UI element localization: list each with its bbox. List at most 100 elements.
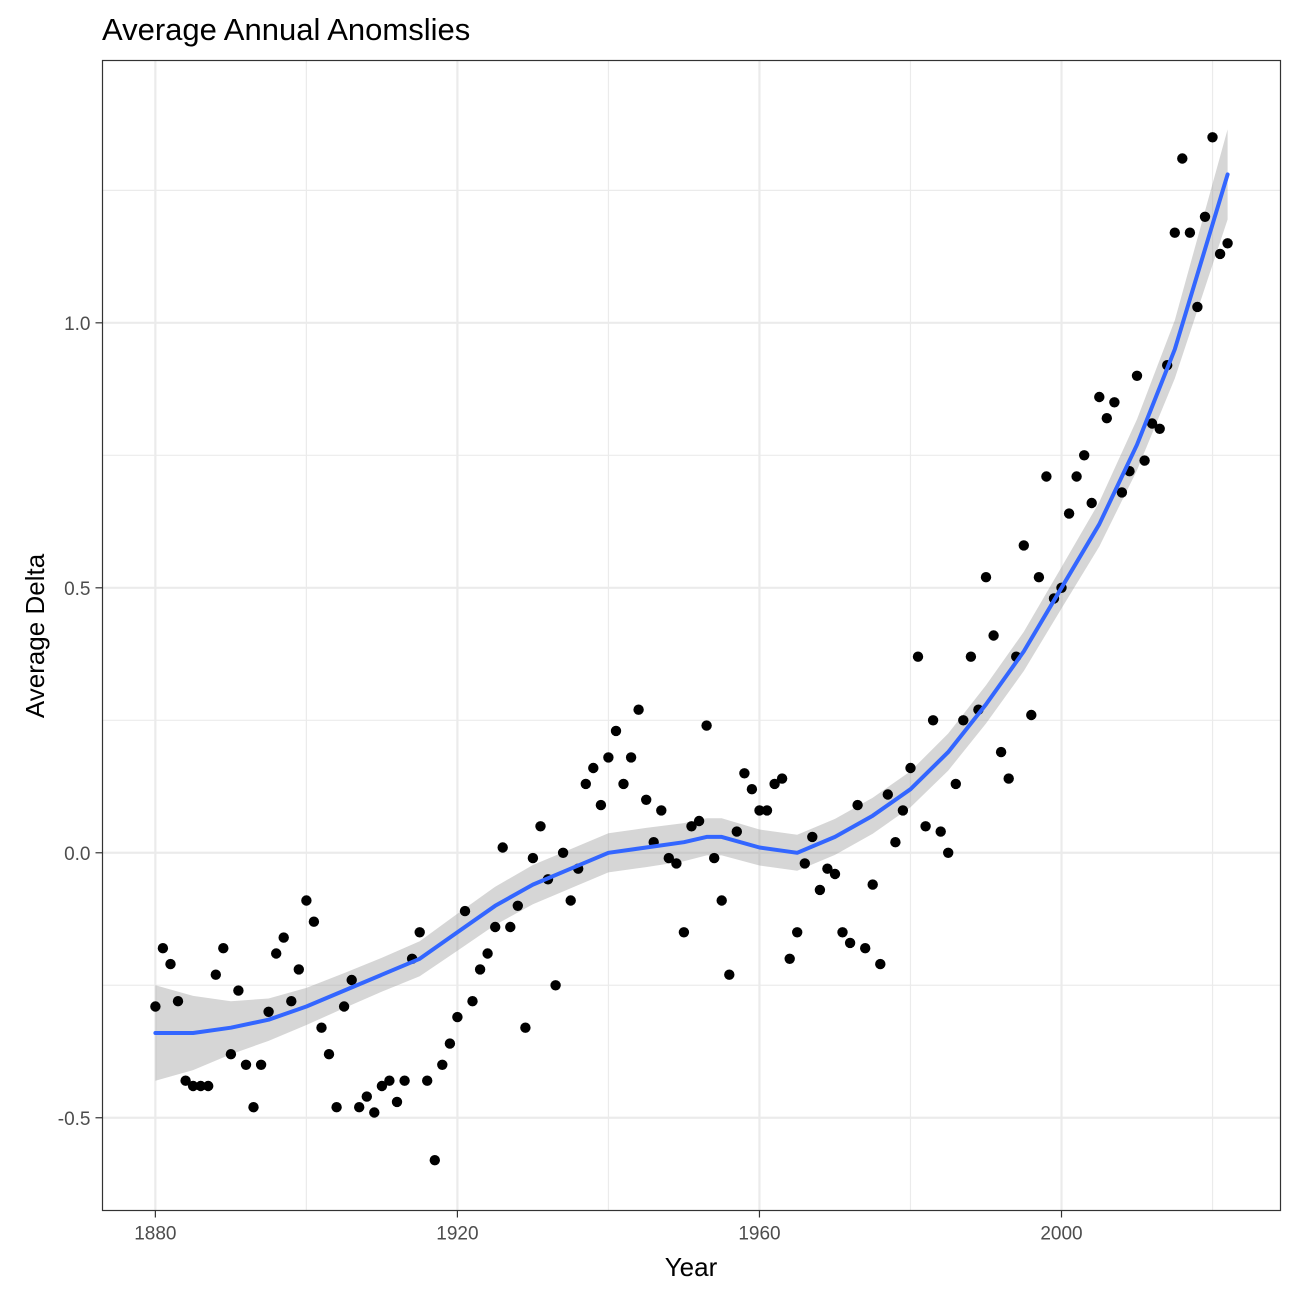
- x-tick-label: 1960: [738, 1224, 780, 1245]
- data-point: [943, 847, 954, 858]
- x-tick-label: 1880: [134, 1224, 176, 1245]
- x-tick-label: 2000: [1040, 1224, 1082, 1245]
- data-point: [807, 831, 818, 843]
- data-point: [784, 953, 795, 964]
- data-point: [490, 921, 501, 933]
- data-point: [512, 900, 523, 911]
- data-point: [422, 1075, 433, 1086]
- data-point: [776, 773, 788, 784]
- data-point: [995, 746, 1007, 758]
- data-point: [467, 996, 478, 1007]
- data-point: [301, 895, 312, 906]
- data-point: [1018, 540, 1029, 551]
- chart-title: Average Annual Anomslies: [102, 12, 470, 47]
- data-point: [837, 927, 848, 938]
- data-point: [1192, 301, 1203, 313]
- data-point: [844, 937, 856, 949]
- data-point: [452, 1011, 463, 1023]
- data-point: [709, 852, 720, 864]
- data-point: [203, 1080, 214, 1092]
- data-point: [686, 821, 697, 832]
- data-point: [1086, 497, 1097, 509]
- data-point: [150, 1001, 161, 1012]
- data-point: [890, 837, 901, 848]
- data-point: [527, 852, 539, 864]
- data-point: [988, 630, 999, 641]
- x-tick-label: 1920: [436, 1224, 478, 1245]
- data-point: [210, 969, 221, 980]
- data-point: [354, 1102, 365, 1113]
- data-point: [882, 789, 893, 800]
- y-tick-label: 0.5: [64, 579, 90, 600]
- data-point: [867, 879, 878, 890]
- data-point: [1177, 153, 1188, 164]
- data-point: [240, 1059, 252, 1071]
- data-point: [875, 958, 886, 970]
- data-point: [474, 964, 486, 975]
- data-point: [323, 1049, 335, 1060]
- smooth-line: [153, 172, 1230, 1035]
- data-point: [663, 852, 674, 864]
- data-point: [1207, 132, 1218, 143]
- data-point: [497, 842, 508, 853]
- data-point: [1063, 508, 1075, 519]
- data-point: [505, 921, 516, 933]
- data-point: [1033, 572, 1045, 583]
- data-point: [588, 762, 599, 774]
- confidence-band: [155, 129, 1228, 1081]
- data-point: [1131, 370, 1143, 381]
- data-point: [550, 980, 561, 991]
- data-point: [293, 964, 304, 975]
- data-point: [603, 752, 614, 763]
- data-point: [1109, 397, 1120, 408]
- y-tick-label: 1.0: [64, 314, 90, 335]
- data-point: [1116, 487, 1128, 498]
- data-point: [414, 927, 425, 938]
- data-point: [761, 805, 773, 816]
- data-point: [535, 821, 546, 832]
- data-point: [263, 1006, 274, 1017]
- data-point: [693, 815, 705, 827]
- data-point: [958, 715, 969, 726]
- data-point: [1003, 773, 1014, 784]
- confidence-band-area: [155, 129, 1228, 1081]
- data-point: [218, 943, 229, 954]
- data-point: [852, 799, 863, 811]
- data-point: [814, 884, 826, 896]
- data-point: [950, 778, 961, 790]
- data-point: [444, 1038, 456, 1049]
- data-point: [316, 1022, 327, 1033]
- data-point: [1184, 227, 1196, 238]
- data-point: [822, 863, 833, 874]
- data-point: [1026, 709, 1037, 721]
- data-point: [671, 858, 682, 869]
- data-point: [1071, 471, 1082, 482]
- data-point: [384, 1075, 395, 1086]
- smooth-line-path: [153, 172, 1230, 1035]
- data-point: [459, 905, 471, 917]
- data-point: [965, 651, 977, 662]
- data-point: [897, 805, 909, 816]
- data-point: [271, 948, 282, 959]
- data-point: [1079, 450, 1090, 461]
- data-point: [437, 1059, 448, 1071]
- grid: [102, 60, 1281, 1211]
- data-point: [739, 768, 750, 779]
- data-point: [1199, 211, 1211, 222]
- data-point: [678, 927, 690, 938]
- x-axis-title: Year: [665, 1252, 718, 1282]
- data-point: [1101, 413, 1113, 424]
- data-point: [1169, 227, 1181, 238]
- data-point: [792, 927, 803, 938]
- data-point: [754, 805, 765, 816]
- data-point: [980, 572, 992, 583]
- data-point: [724, 969, 735, 980]
- data-point: [565, 895, 576, 906]
- data-point: [187, 1080, 199, 1092]
- data-point: [912, 651, 924, 662]
- data-point: [331, 1102, 342, 1113]
- data-point: [829, 868, 841, 880]
- data-point: [195, 1080, 206, 1092]
- data-point: [361, 1091, 372, 1102]
- data-point: [580, 778, 591, 790]
